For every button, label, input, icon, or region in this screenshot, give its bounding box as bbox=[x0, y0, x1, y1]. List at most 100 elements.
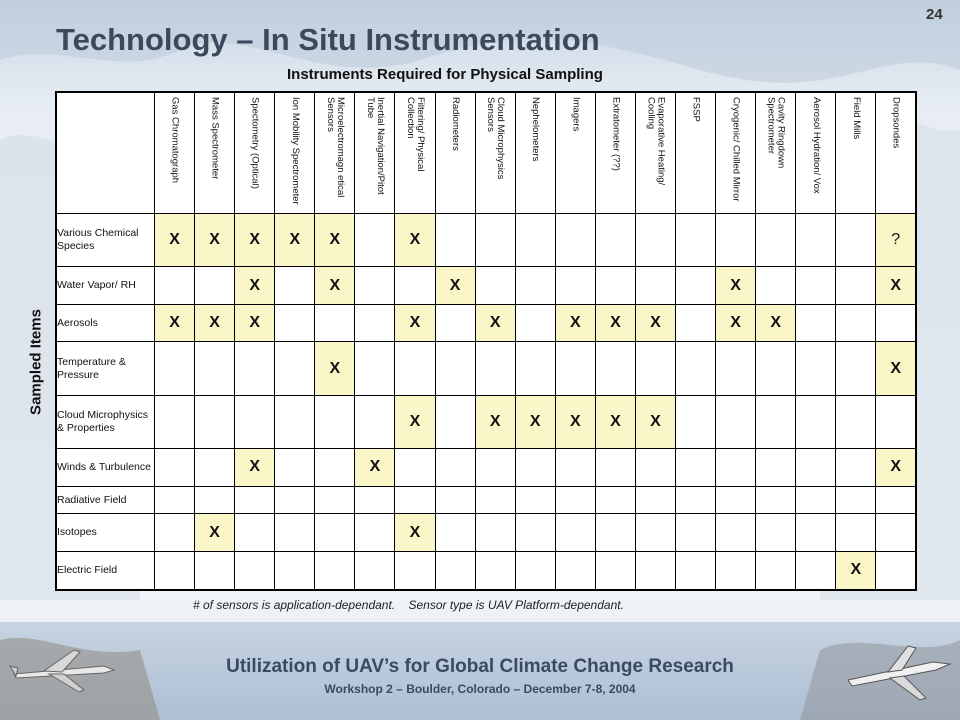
empty-cell bbox=[755, 513, 797, 552]
empty-cell bbox=[274, 394, 316, 450]
empty-cell bbox=[434, 513, 476, 552]
marked-cell: X bbox=[434, 266, 476, 305]
column-header-label: Cavity Ringdown Spectrometer bbox=[765, 97, 786, 169]
marked-cell: X bbox=[234, 266, 276, 305]
marked-cell: X bbox=[314, 266, 356, 305]
page-number: 24 bbox=[926, 6, 943, 23]
column-header-label: Imagers bbox=[570, 97, 581, 132]
column-header-label: Field Mills bbox=[850, 97, 861, 140]
empty-cell bbox=[715, 513, 757, 552]
column-header-label: Filtering/ Physical Collection bbox=[405, 97, 425, 172]
empty-cell bbox=[274, 303, 316, 343]
column-header: Imagers bbox=[554, 91, 596, 214]
empty-cell bbox=[795, 448, 837, 487]
column-header-label: Nephelometers bbox=[530, 97, 541, 162]
empty-cell bbox=[554, 341, 596, 396]
column-header: FSSP bbox=[675, 91, 717, 214]
empty-cell bbox=[274, 550, 316, 591]
empty-cell bbox=[835, 485, 877, 515]
empty-cell bbox=[354, 212, 396, 268]
column-header-label: Dropsondes bbox=[890, 97, 901, 149]
empty-cell bbox=[795, 513, 837, 552]
sampled-items-text: Sampled Items bbox=[27, 309, 45, 415]
marked-cell: X bbox=[234, 448, 276, 487]
marked-cell: X bbox=[554, 394, 596, 450]
empty-cell bbox=[715, 485, 757, 515]
empty-cell bbox=[354, 513, 396, 552]
empty-cell bbox=[755, 485, 797, 515]
column-header: Cloud Microphysics Sensors bbox=[474, 91, 516, 214]
empty-cell bbox=[554, 550, 596, 591]
column-header: Microelectromagn etical Sensors bbox=[314, 91, 356, 214]
empty-cell bbox=[675, 485, 717, 515]
empty-cell bbox=[194, 550, 236, 591]
empty-cell bbox=[554, 485, 596, 515]
empty-cell bbox=[594, 266, 636, 305]
column-header: Inertial Navigation/Pitot Tube bbox=[354, 91, 396, 214]
empty-cell bbox=[394, 485, 436, 515]
empty-cell bbox=[314, 550, 356, 591]
empty-cell bbox=[634, 448, 677, 487]
column-header-label: Extratometer (??) bbox=[610, 97, 621, 171]
empty-cell bbox=[153, 513, 196, 552]
marked-cell: X bbox=[194, 303, 236, 343]
empty-cell bbox=[675, 212, 717, 268]
empty-cell bbox=[835, 394, 877, 450]
empty-cell bbox=[835, 212, 877, 268]
marked-cell: X bbox=[875, 266, 917, 305]
marked-cell: X bbox=[474, 303, 516, 343]
empty-cell bbox=[514, 513, 556, 552]
empty-cell bbox=[675, 303, 717, 343]
empty-cell bbox=[594, 341, 636, 396]
empty-cell bbox=[234, 550, 276, 591]
empty-cell bbox=[675, 513, 717, 552]
table-row: Various Chemical Species X X X X X X? bbox=[55, 212, 917, 268]
row-label: Various Chemical Species bbox=[55, 212, 155, 268]
column-header: Spectometry (Optical) bbox=[234, 91, 276, 214]
empty-cell bbox=[474, 266, 516, 305]
column-header-label: Evaporative Heating/ Cooling bbox=[645, 97, 666, 186]
row-label: Winds & Turbulence bbox=[55, 448, 155, 487]
empty-cell bbox=[514, 303, 556, 343]
empty-cell bbox=[314, 303, 356, 343]
column-header-label: Inertial Navigation/Pitot Tube bbox=[364, 97, 385, 195]
column-header: Ion Mobility Spectrometer bbox=[274, 91, 316, 214]
marked-cell: X bbox=[634, 394, 677, 450]
empty-cell bbox=[634, 550, 677, 591]
column-header: Aerosol Hydration/ Vox bbox=[795, 91, 837, 214]
marked-cell: X bbox=[234, 303, 276, 343]
column-header: Extratometer (??) bbox=[594, 91, 636, 214]
empty-cell bbox=[554, 448, 596, 487]
empty-cell bbox=[474, 448, 516, 487]
empty-cell bbox=[514, 485, 556, 515]
column-header-label: Aerosol Hydration/ Vox bbox=[810, 97, 821, 194]
row-label: Electric Field bbox=[55, 550, 155, 591]
marked-cell: X bbox=[194, 513, 236, 552]
empty-cell bbox=[354, 266, 396, 305]
empty-cell bbox=[795, 266, 837, 305]
table-row: Isotopes X X bbox=[55, 513, 917, 552]
marked-cell: X bbox=[394, 303, 436, 343]
empty-cell bbox=[594, 212, 636, 268]
empty-cell bbox=[715, 341, 757, 396]
empty-cell bbox=[514, 341, 556, 396]
empty-cell bbox=[394, 448, 436, 487]
marked-cell: X bbox=[153, 212, 196, 268]
marked-cell: X bbox=[314, 341, 356, 396]
empty-cell bbox=[434, 485, 476, 515]
table-row: Winds & Turbulence X X X bbox=[55, 448, 917, 487]
column-header-label: FSSP bbox=[690, 97, 701, 122]
empty-cell bbox=[434, 212, 476, 268]
marked-cell: X bbox=[394, 212, 436, 268]
column-header: Gas Chromatograph bbox=[153, 91, 196, 214]
marked-cell: X bbox=[394, 394, 436, 450]
empty-cell bbox=[234, 485, 276, 515]
empty-cell bbox=[594, 513, 636, 552]
empty-cell bbox=[434, 394, 476, 450]
column-header-label: Mass Spectrometer bbox=[209, 97, 220, 180]
table-row: Electric Field X bbox=[55, 550, 917, 591]
empty-cell bbox=[795, 394, 837, 450]
column-header-label: Microelectromagn etical Sensors bbox=[324, 97, 345, 198]
empty-cell bbox=[274, 485, 316, 515]
marked-cell: X bbox=[554, 303, 596, 343]
